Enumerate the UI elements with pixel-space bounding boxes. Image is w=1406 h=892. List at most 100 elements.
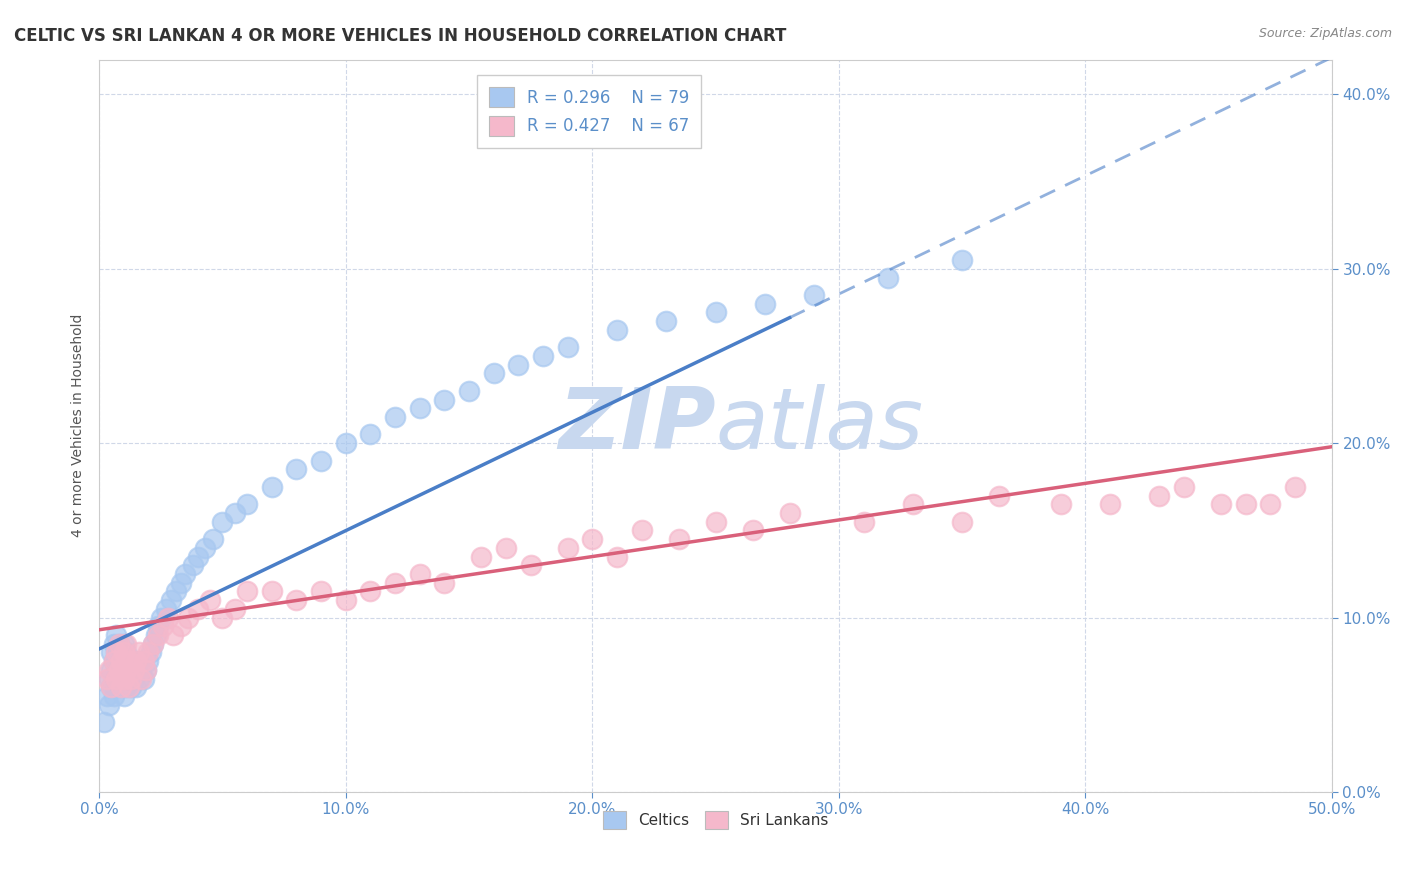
Point (103, 654, 125, 668)
Text: ZIP: ZIP (558, 384, 716, 467)
Point (105, 681, 128, 695)
Point (309, 584, 332, 599)
Point (409, 401, 432, 416)
Legend: Celtics, Sri Lankans: Celtics, Sri Lankans (598, 805, 834, 836)
Point (138, 645, 160, 659)
Point (122, 663, 145, 677)
Point (1149, 489, 1171, 503)
Point (145, 628, 167, 642)
Point (100, 681, 122, 695)
Point (118, 672, 141, 686)
Point (988, 489, 1011, 503)
Point (1284, 480, 1306, 494)
Point (98, 663, 121, 677)
Point (98, 698, 121, 712)
Point (105, 645, 128, 659)
Point (704, 515, 727, 529)
Point (149, 610, 172, 624)
Point (384, 575, 406, 590)
Point (950, 515, 973, 529)
Point (211, 610, 233, 624)
Point (108, 672, 131, 686)
Point (211, 515, 233, 529)
Point (606, 549, 628, 564)
Point (433, 575, 456, 590)
Point (96, 672, 118, 686)
Point (174, 566, 197, 581)
Point (335, 436, 357, 450)
Point (359, 584, 381, 599)
Point (110, 681, 132, 695)
Point (159, 593, 181, 607)
Point (741, 524, 763, 538)
Point (142, 637, 165, 651)
Point (115, 663, 138, 677)
Point (100, 645, 122, 659)
Point (260, 480, 283, 494)
Point (115, 637, 138, 651)
Point (129, 663, 152, 677)
Point (93, 715, 115, 730)
Point (877, 270, 900, 285)
Point (482, 367, 505, 381)
Point (181, 558, 204, 573)
Point (142, 637, 165, 651)
Point (169, 575, 191, 590)
Point (194, 541, 217, 555)
Point (177, 610, 200, 624)
Point (557, 340, 579, 354)
Point (152, 619, 174, 633)
Point (236, 497, 259, 511)
Point (108, 663, 131, 677)
Point (103, 637, 125, 651)
Point (148, 619, 170, 633)
Point (105, 663, 128, 677)
Point (105, 628, 128, 642)
Point (224, 602, 246, 616)
Point (98, 672, 121, 686)
Point (155, 602, 177, 616)
Point (384, 410, 406, 425)
Point (122, 654, 145, 668)
Point (103, 654, 125, 668)
Point (115, 681, 138, 695)
Point (112, 654, 135, 668)
Point (148, 628, 170, 642)
Point (108, 637, 131, 651)
Point (125, 654, 148, 668)
Point (901, 497, 924, 511)
Point (118, 681, 141, 695)
Point (108, 654, 131, 668)
Point (96, 689, 118, 703)
Point (162, 628, 184, 642)
Point (169, 619, 191, 633)
Point (224, 506, 246, 520)
Point (100, 663, 122, 677)
Point (110, 645, 132, 659)
Point (115, 645, 138, 659)
Point (285, 462, 308, 476)
Point (112, 637, 135, 651)
Point (112, 689, 135, 703)
Point (201, 532, 224, 546)
Point (110, 663, 132, 677)
Point (285, 593, 308, 607)
Point (120, 672, 142, 686)
Point (110, 681, 132, 695)
Point (125, 681, 148, 695)
Text: Source: ZipAtlas.com: Source: ZipAtlas.com (1258, 27, 1392, 40)
Point (236, 584, 259, 599)
Point (128, 645, 150, 659)
Point (1260, 497, 1282, 511)
Point (309, 453, 332, 467)
Point (1234, 497, 1257, 511)
Point (103, 689, 125, 703)
Point (495, 541, 517, 555)
Point (138, 654, 160, 668)
Point (118, 654, 141, 668)
Point (187, 602, 209, 616)
Point (433, 392, 456, 407)
Point (519, 558, 541, 573)
Point (112, 672, 135, 686)
Point (115, 663, 138, 677)
